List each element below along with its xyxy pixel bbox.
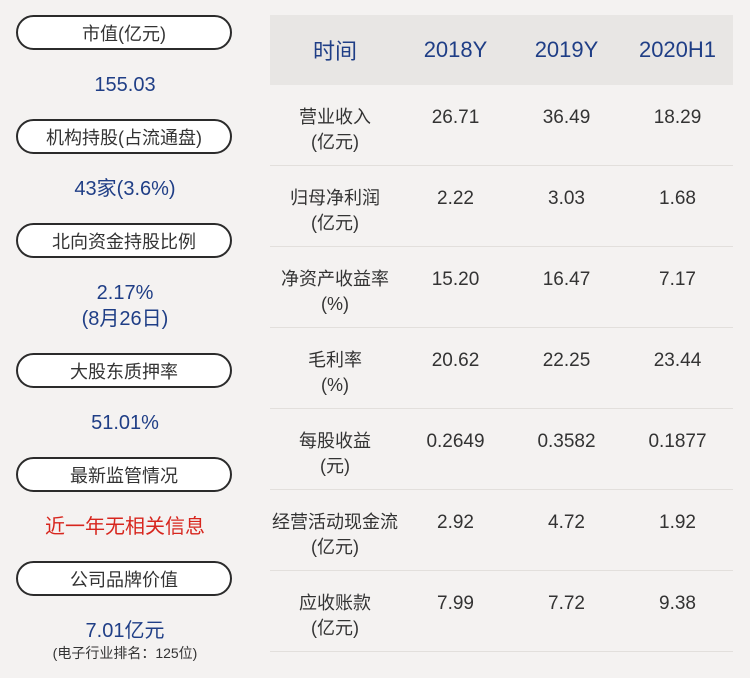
row-unit: (%) (321, 294, 349, 314)
row-label: 归母净利润 (亿元) (270, 186, 400, 236)
row-label: 经营活动现金流 (亿元) (270, 510, 400, 560)
northbound-holding-label: 北向资金持股比例 (16, 223, 232, 258)
cell-2018y: 26.71 (431, 107, 480, 128)
cell-2018y: 2.22 (437, 188, 474, 209)
row-name: 应收账款 (299, 593, 371, 613)
cell-2019y: 22.25 (542, 350, 591, 371)
row-label: 毛利率 (%) (270, 348, 400, 398)
row-name: 毛利率 (308, 350, 362, 370)
row-label: 应收账款 (亿元) (270, 591, 400, 641)
header-period: 时间 (312, 39, 357, 64)
table-row: 营业收入 (亿元) 26.71 36.49 18.29 (270, 85, 733, 166)
left-panel: 市值(亿元) 155.03 机构持股(占流通盘) 43家(3.6%) 北向资金持… (0, 0, 250, 678)
cell-2020h1: 1.92 (659, 512, 696, 533)
cell-2020h1: 0.1877 (648, 431, 707, 452)
cell-2019y: 16.47 (542, 269, 591, 290)
cell-2019y: 7.72 (548, 593, 585, 614)
brand-value-label: 公司品牌价值 (16, 561, 232, 596)
cell-2020h1: 7.17 (659, 269, 696, 290)
cell-2019y: 4.72 (548, 512, 585, 533)
row-unit: (亿元) (311, 213, 359, 233)
row-label: 每股收益 (元) (270, 429, 400, 479)
pledge-ratio-value: 51.01% (91, 412, 159, 434)
cell-2018y: 20.62 (431, 350, 480, 371)
cell-2018y: 2.92 (437, 512, 474, 533)
financial-table: 时间 2018Y 2019Y 2020H1 营业收入 (亿元) 26.71 36.… (270, 15, 733, 652)
brand-value-rank: (电子行业排名：125位) (52, 645, 198, 661)
northbound-holding-date: (8月26日) (81, 308, 169, 330)
row-label: 营业收入 (亿元) (270, 105, 400, 155)
row-unit: (%) (321, 375, 349, 395)
pledge-ratio-label: 大股东质押率 (16, 353, 232, 388)
cell-2020h1: 1.68 (659, 188, 696, 209)
northbound-holding-pct: 2.17% (96, 282, 154, 304)
cell-2018y: 0.2649 (426, 431, 485, 452)
row-unit: (亿元) (311, 537, 359, 557)
table-row: 每股收益 (元) 0.2649 0.3582 0.1877 (270, 409, 733, 490)
row-unit: (亿元) (311, 618, 359, 638)
northbound-holding-value: 2.17% (8月26日) (0, 280, 250, 332)
row-name: 净资产收益率 (281, 269, 389, 289)
table-row: 经营活动现金流 (亿元) 2.92 4.72 1.92 (270, 490, 733, 571)
table-header: 时间 2018Y 2019Y 2020H1 (270, 15, 733, 85)
cell-2020h1: 9.38 (659, 593, 696, 614)
table-row: 净资产收益率 (%) 15.20 16.47 7.17 (270, 247, 733, 328)
cell-2018y: 15.20 (431, 269, 480, 290)
cell-2019y: 36.49 (542, 107, 591, 128)
cell-2019y: 0.3582 (537, 431, 596, 452)
row-name: 经营活动现金流 (272, 512, 398, 532)
regulatory-status-value: 近一年无相关信息 (45, 516, 205, 538)
row-name: 营业收入 (299, 107, 371, 127)
regulatory-status-label: 最新监管情况 (16, 457, 232, 492)
institutional-holding-value: 43家(3.6%) (74, 178, 176, 200)
brand-value-amount: 7.01亿元 (85, 620, 165, 642)
cell-2020h1: 23.44 (653, 350, 702, 371)
table-row: 毛利率 (%) 20.62 22.25 23.44 (270, 328, 733, 409)
row-name: 每股收益 (299, 431, 371, 451)
brand-value-value: 7.01亿元 (电子行业排名：125位) (0, 618, 250, 662)
cell-2019y: 3.03 (548, 188, 585, 209)
market-cap-label: 市值(亿元) (16, 15, 232, 50)
cell-2020h1: 18.29 (653, 107, 702, 128)
header-2018y: 2018Y (423, 37, 488, 62)
row-unit: (元) (320, 456, 350, 476)
table-row: 归母净利润 (亿元) 2.22 3.03 1.68 (270, 166, 733, 247)
row-name: 归母净利润 (290, 188, 380, 208)
market-cap-value: 155.03 (94, 74, 156, 96)
row-unit: (亿元) (311, 132, 359, 152)
table-row: 应收账款 (亿元) 7.99 7.72 9.38 (270, 571, 733, 652)
institutional-holding-label: 机构持股(占流通盘) (16, 119, 232, 154)
row-label: 净资产收益率 (%) (270, 267, 400, 317)
header-2019y: 2019Y (534, 37, 599, 62)
header-2020h1: 2020H1 (638, 37, 717, 62)
cell-2018y: 7.99 (437, 593, 474, 614)
